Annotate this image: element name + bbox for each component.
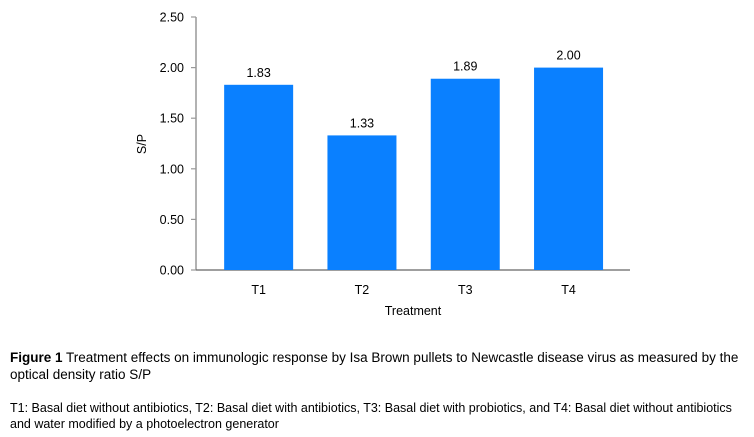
y-axis-label: S/P [135, 134, 149, 154]
y-tick-label: 1.50 [160, 112, 184, 126]
y-tick-label: 0.50 [160, 213, 184, 227]
y-tick-label: 1.00 [160, 162, 184, 176]
figure-caption: Figure 1 Treatment effects on immunologi… [10, 349, 745, 383]
bar-t3 [430, 78, 500, 271]
x-axis: T1 T2 T3 T4 [196, 269, 630, 297]
x-tick-label: T2 [355, 283, 370, 297]
bar-t1 [224, 84, 294, 270]
data-label: 1.89 [453, 60, 477, 74]
bar-t4 [534, 67, 604, 270]
x-tick-label: T1 [251, 283, 266, 297]
data-label: 1.33 [350, 116, 374, 130]
y-tick-label: 0.00 [160, 264, 184, 278]
data-label: 2.00 [556, 49, 580, 63]
y-tick-label: 2.50 [160, 11, 184, 25]
y-tick-label: 2.00 [160, 61, 184, 75]
bar-chart: 0.000.501.001.502.002.50 T1 T2 T3 T4 1.831.… [135, 11, 630, 318]
x-tick-label: T3 [458, 283, 473, 297]
data-label: 1.83 [246, 66, 270, 80]
figure-label: Figure 1 [10, 350, 63, 365]
figure-caption-text: Treatment effects on immunologic respons… [10, 350, 739, 382]
y-axis: 0.00 0.50 1.00 1.50 2.00 2.50 [160, 11, 197, 278]
figure-footnote: T1: Basal diet without antibiotics, T2: … [10, 401, 732, 431]
x-axis-label: Treatment [385, 304, 442, 318]
x-tick-label: T4 [561, 283, 576, 297]
bars: 1.83 1.33 1.89 2.00 [224, 49, 604, 271]
bar-t2 [327, 135, 397, 270]
